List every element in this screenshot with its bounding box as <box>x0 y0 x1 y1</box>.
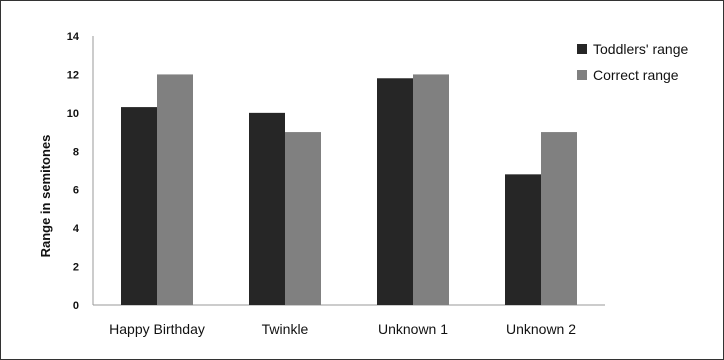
category-label: Twinkle <box>262 321 309 337</box>
bar-toddlers-2 <box>377 78 413 306</box>
bar-correct-1 <box>285 132 321 305</box>
bar-toddlers-0 <box>121 107 157 305</box>
y-axis-label: Range in semitones <box>38 135 53 258</box>
legend-label: Toddlers' range <box>593 41 689 57</box>
y-tick-label: 14 <box>67 31 80 43</box>
legend-swatch <box>577 70 587 80</box>
y-tick-label: 4 <box>73 223 80 235</box>
y-tick-label: 2 <box>73 262 79 274</box>
legend: Toddlers' range Correct range <box>577 41 689 83</box>
bar-correct-2 <box>413 74 449 305</box>
bars <box>121 74 577 306</box>
y-tick-label: 6 <box>73 185 79 197</box>
category-labels: Happy Birthday Twinkle Unknown 1 Unknown 2 <box>109 321 576 337</box>
y-tick-labels: 0 2 4 6 8 10 12 14 <box>67 31 80 312</box>
y-tick-label: 0 <box>73 300 79 312</box>
category-label: Unknown 1 <box>378 321 448 337</box>
bar-correct-3 <box>541 132 577 305</box>
y-tick-label: 10 <box>67 108 79 120</box>
y-tick-label: 8 <box>73 146 79 158</box>
bar-toddlers-3 <box>505 174 541 305</box>
legend-swatch <box>577 44 587 54</box>
category-label: Unknown 2 <box>506 321 576 337</box>
category-label: Happy Birthday <box>109 321 205 337</box>
bar-correct-0 <box>157 74 193 305</box>
legend-label: Correct range <box>593 67 679 83</box>
y-tick-label: 12 <box>67 69 79 81</box>
bar-toddlers-1 <box>249 112 285 305</box>
